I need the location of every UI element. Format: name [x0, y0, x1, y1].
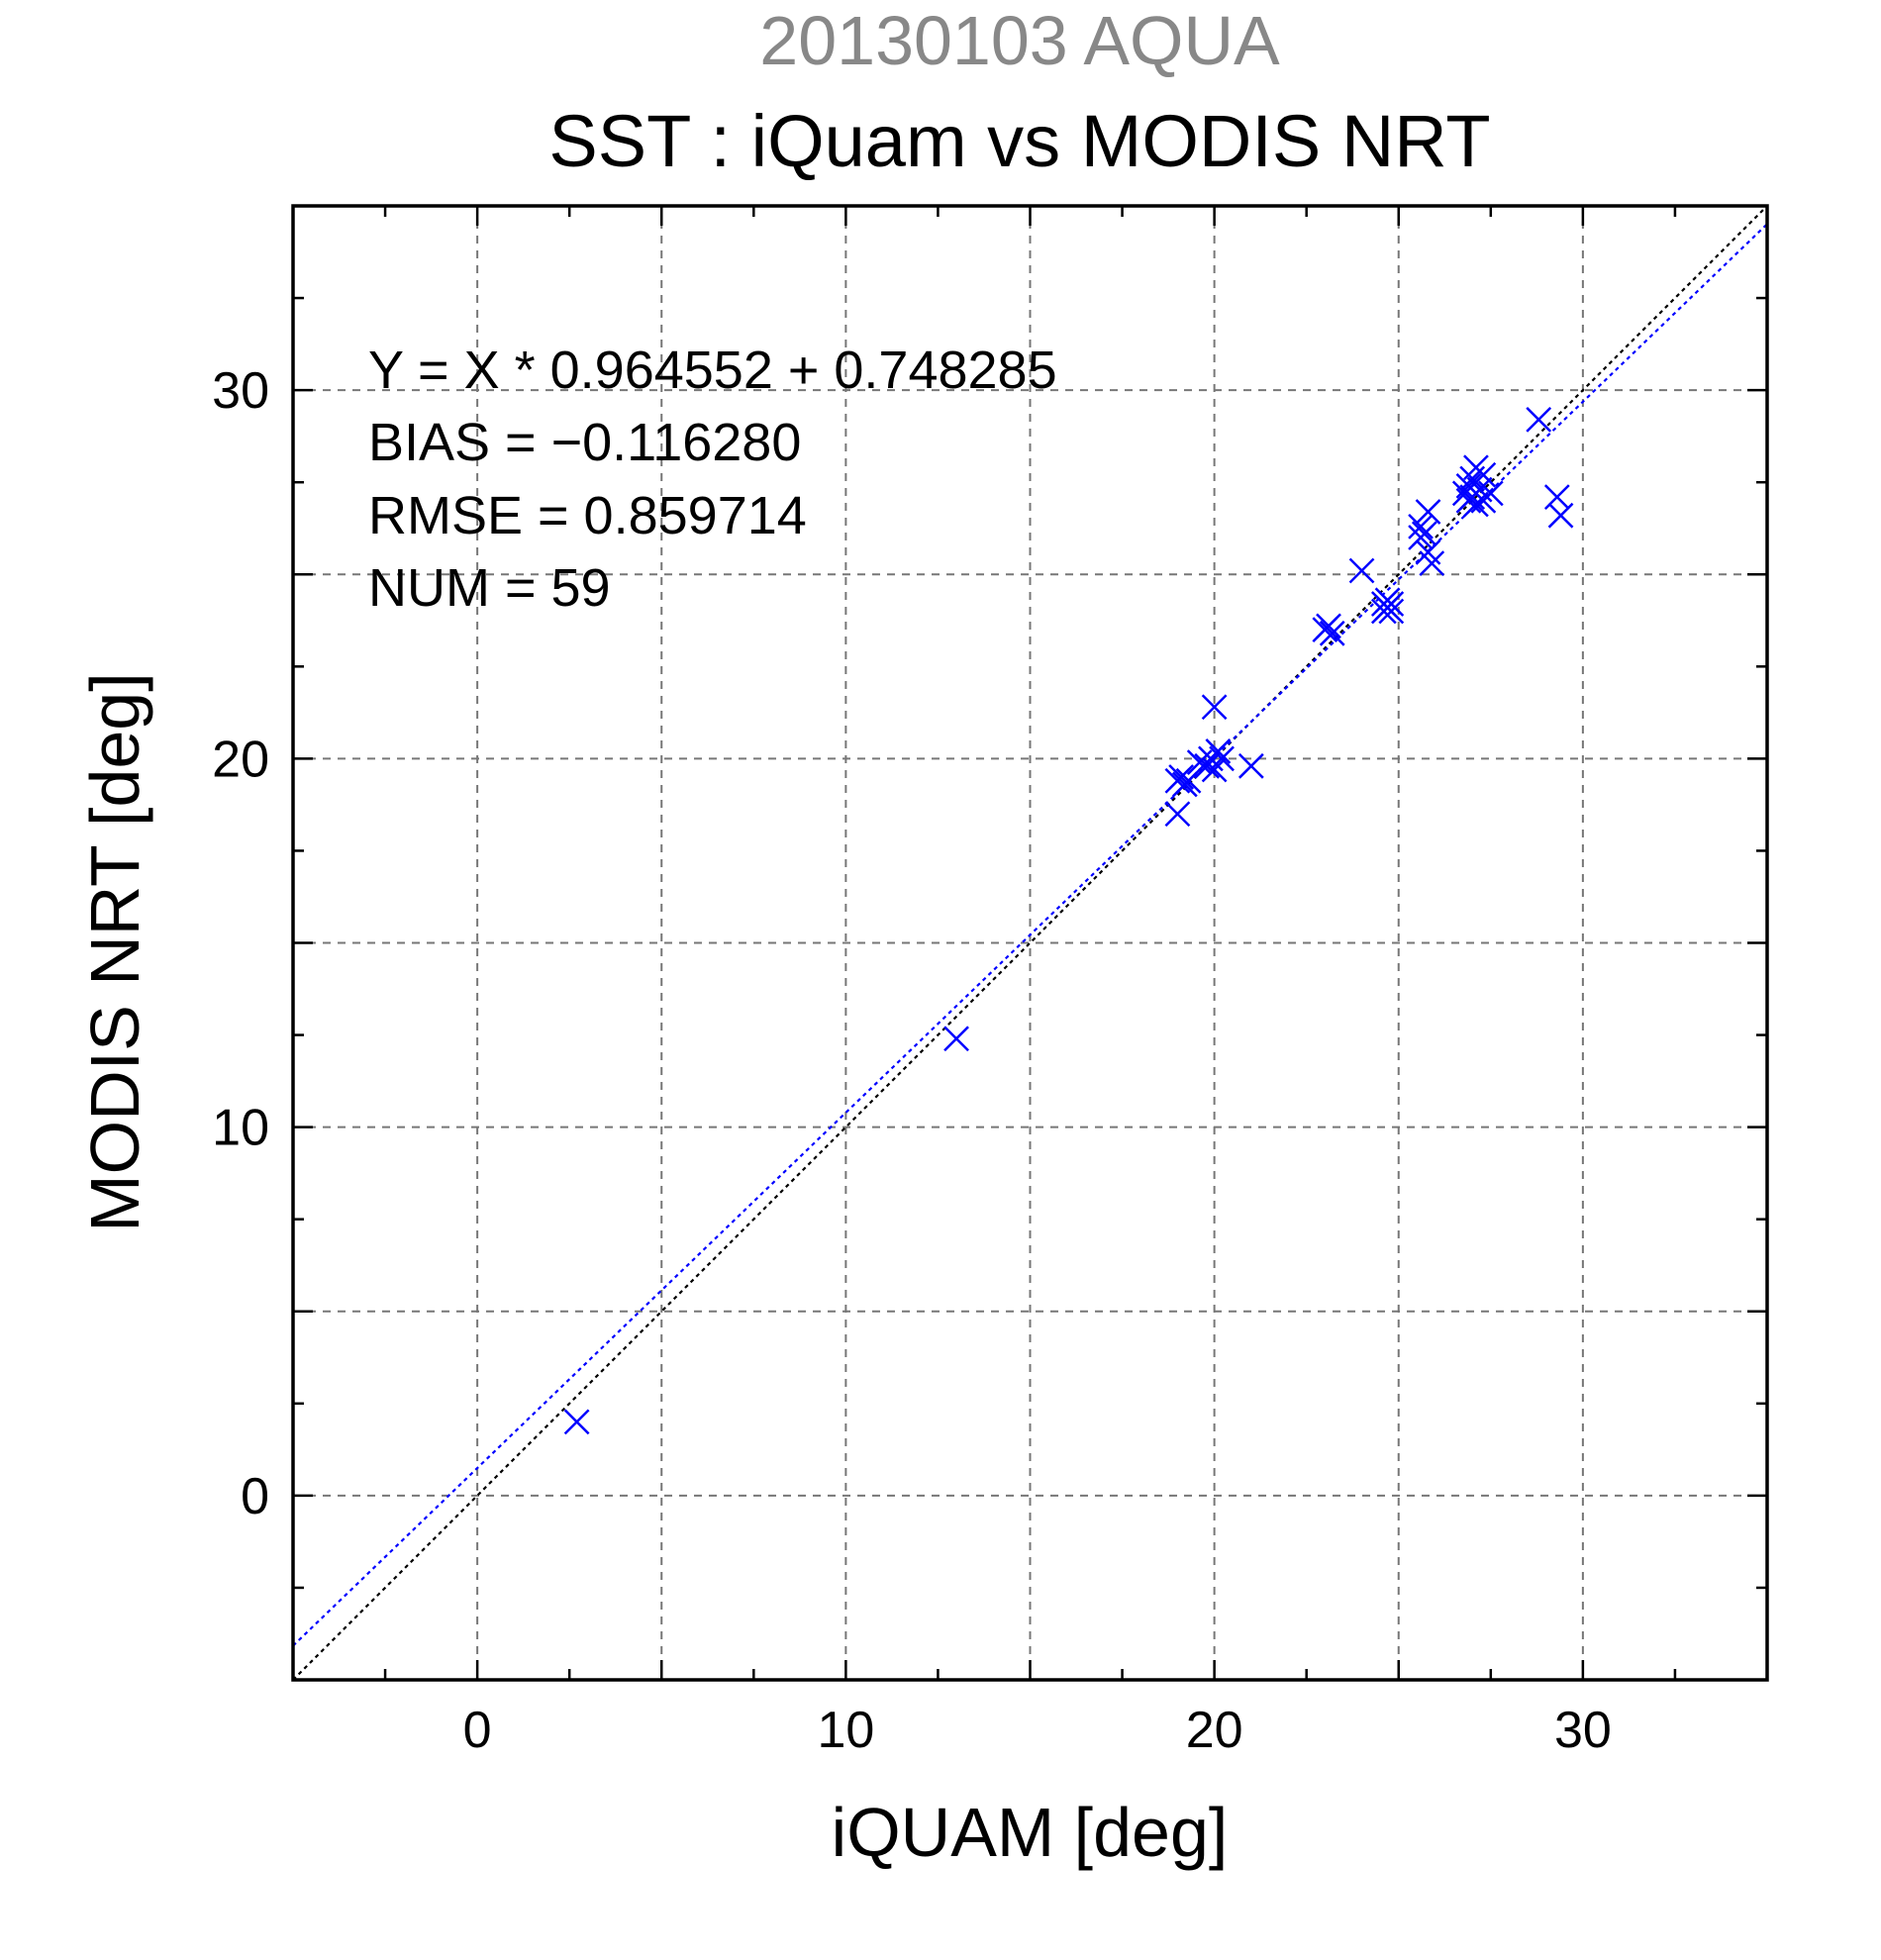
data-point [1348, 557, 1375, 584]
chart-supertitle: 20130103 AQUA [759, 2, 1280, 79]
data-point [1175, 767, 1202, 794]
stat-bias: BIAS = −0.116280 [368, 413, 801, 472]
y-tick-label: 30 [212, 362, 269, 420]
data-point [1470, 461, 1497, 488]
y-axis-label: MODIS NRT [deg] [76, 672, 153, 1231]
plot-area-frame [291, 204, 1769, 1682]
data-point [1477, 480, 1504, 507]
data-point [1238, 752, 1264, 779]
x-tick-label: 30 [1554, 1702, 1612, 1759]
data-point [1205, 738, 1232, 764]
identity-line [293, 206, 1767, 1680]
data-point [1168, 764, 1195, 790]
regression-fit-line [293, 223, 1767, 1647]
chart-title: SST : iQuam vs MODIS NRT [548, 100, 1490, 182]
y-tick-label: 20 [212, 731, 269, 788]
data-point [1463, 491, 1489, 518]
data-point [1201, 694, 1228, 721]
data-point [1378, 591, 1405, 617]
axis-ticks [291, 204, 1769, 1682]
data-point [1319, 620, 1345, 646]
stat-rmse: RMSE = 0.859714 [368, 486, 807, 545]
stat-count: NUM = 59 [368, 558, 611, 618]
data-point [1164, 801, 1191, 828]
data-point [563, 1409, 590, 1435]
data-points [563, 407, 1574, 1435]
y-tick-labels: 0 10 20 30 [212, 362, 269, 1525]
data-point [1547, 502, 1574, 529]
data-point [1419, 550, 1445, 576]
data-point [1194, 752, 1221, 779]
x-axis-label: iQUAM [deg] [832, 1794, 1229, 1871]
x-tick-label: 20 [1186, 1702, 1243, 1759]
data-point [1543, 484, 1570, 510]
data-point [1378, 598, 1405, 625]
statistics-annotation: Y = X * 0.964552 + 0.748285 BIAS = −0.11… [368, 341, 1057, 618]
y-tick-label: 0 [241, 1468, 269, 1525]
x-tick-labels: 0 10 20 30 [463, 1702, 1612, 1759]
data-point [943, 1026, 969, 1052]
x-tick-label: 0 [463, 1702, 492, 1759]
data-point [1526, 407, 1552, 433]
y-tick-label: 10 [212, 1100, 269, 1157]
data-point [1415, 499, 1441, 525]
data-point [1408, 513, 1434, 539]
data-point [1316, 613, 1341, 639]
x-tick-label: 10 [817, 1702, 874, 1759]
stat-regression-equation: Y = X * 0.964552 + 0.748285 [368, 341, 1057, 400]
data-point [1209, 745, 1235, 772]
